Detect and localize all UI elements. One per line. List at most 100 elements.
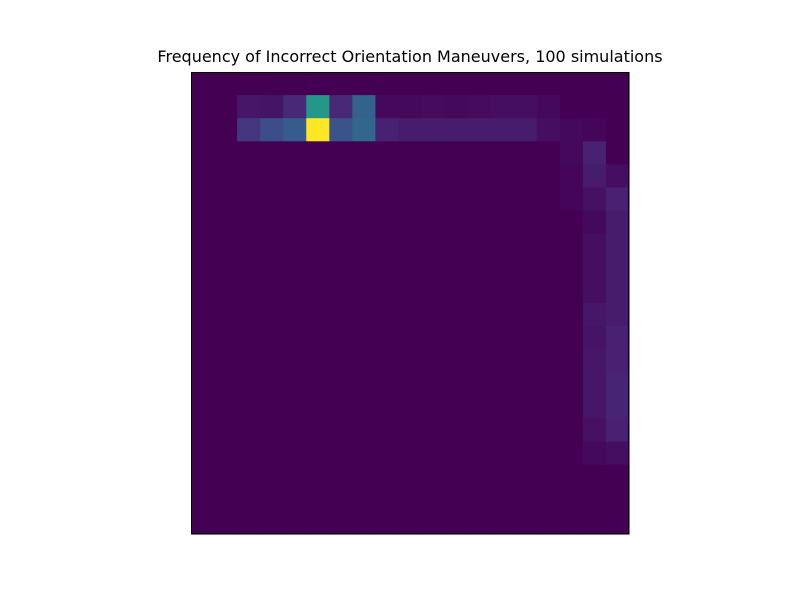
heatmap-cell [582, 349, 607, 373]
heatmap-cell [421, 164, 446, 189]
heatmap-cell [329, 72, 353, 96]
heatmap-cell [283, 464, 307, 489]
heatmap-cell [352, 118, 377, 142]
heatmap-cell [582, 164, 607, 189]
heatmap-cell [536, 118, 561, 142]
heatmap-cell [467, 487, 492, 512]
heatmap-cell [421, 210, 446, 235]
heatmap-cell [191, 441, 215, 466]
heatmap-cell [536, 256, 561, 281]
heatmap-cell [352, 256, 377, 281]
heatmap-cell [260, 441, 284, 466]
heatmap-cell [398, 72, 423, 96]
heatmap-cell [559, 141, 584, 165]
heatmap-cell [559, 233, 584, 258]
heatmap-cell [306, 395, 330, 420]
heatmap-cell [329, 233, 353, 258]
heatmap-cell [467, 510, 492, 535]
heatmap-cell [237, 141, 261, 165]
heatmap-cell [559, 256, 584, 281]
heatmap-cell [352, 279, 377, 304]
heatmap-cell [237, 256, 261, 281]
heatmap-cell [398, 95, 423, 119]
heatmap-cell [283, 349, 307, 373]
heatmap-cell [490, 441, 515, 466]
heatmap-cell [559, 372, 584, 396]
heatmap-cell [444, 326, 469, 350]
heatmap-cell [283, 441, 307, 466]
heatmap-cell [237, 95, 261, 119]
heatmap-cell [467, 464, 492, 489]
heatmap-cell [260, 95, 284, 119]
heatmap-cell [352, 372, 377, 396]
heatmap-cell [237, 118, 261, 142]
heatmap-cell [306, 349, 330, 373]
heatmap-cell [398, 256, 423, 281]
heatmap-cell [444, 72, 469, 96]
heatmap-cell [283, 187, 307, 212]
heatmap-cell [398, 372, 423, 396]
heatmap-cell [191, 210, 215, 235]
heatmap-cell [260, 395, 284, 420]
heatmap-cell [329, 510, 353, 535]
heatmap-cell [582, 141, 607, 165]
heatmap-cell [605, 141, 630, 165]
heatmap-cell [375, 141, 400, 165]
heatmap-cell [191, 95, 215, 119]
heatmap-cell [283, 72, 307, 96]
heatmap-cell [536, 395, 561, 420]
heatmap-cell [398, 279, 423, 304]
heatmap-cell [329, 372, 353, 396]
heatmap-cell [283, 487, 307, 512]
heatmap-cell [490, 164, 515, 189]
heatmap-cell [260, 279, 284, 304]
heatmap-cell [283, 164, 307, 189]
heatmap-cell [214, 164, 238, 189]
heatmap-cell [237, 395, 261, 420]
heatmap-cell [513, 326, 538, 350]
heatmap-cell [513, 464, 538, 489]
heatmap-cell [605, 349, 630, 373]
heatmap-cell [490, 256, 515, 281]
heatmap-cell [306, 187, 330, 212]
heatmap-cell [214, 418, 238, 443]
heatmap-cell [237, 210, 261, 235]
heatmap-cells [191, 72, 630, 535]
heatmap-cell [375, 464, 400, 489]
heatmap-cell [375, 303, 400, 327]
heatmap-cell [513, 233, 538, 258]
heatmap-cell [490, 349, 515, 373]
heatmap-cell [444, 303, 469, 327]
heatmap-cell [260, 233, 284, 258]
heatmap-cell [582, 418, 607, 443]
heatmap-cell [398, 210, 423, 235]
heatmap-cell [306, 418, 330, 443]
heatmap-cell [421, 418, 446, 443]
heatmap-cell [467, 395, 492, 420]
heatmap-cell [513, 372, 538, 396]
heatmap-cell [283, 210, 307, 235]
heatmap-cell [283, 233, 307, 258]
heatmap-cell [283, 372, 307, 396]
heatmap-cell [513, 95, 538, 119]
heatmap-cell [352, 441, 377, 466]
heatmap-cell [260, 118, 284, 142]
heatmap-cell [214, 210, 238, 235]
heatmap-cell [582, 441, 607, 466]
heatmap-cell [582, 326, 607, 350]
heatmap-cell [283, 279, 307, 304]
heatmap-cell [214, 279, 238, 304]
heatmap-cell [214, 487, 238, 512]
heatmap-cell [329, 487, 353, 512]
heatmap-cell [444, 233, 469, 258]
heatmap-cell [605, 487, 630, 512]
heatmap-cell [421, 256, 446, 281]
heatmap-cell [444, 418, 469, 443]
heatmap-cell [444, 372, 469, 396]
heatmap-cell [467, 441, 492, 466]
heatmap-cell [260, 487, 284, 512]
heatmap-cell [329, 395, 353, 420]
heatmap-cell [375, 118, 400, 142]
heatmap-cell [513, 418, 538, 443]
heatmap-cell [191, 256, 215, 281]
